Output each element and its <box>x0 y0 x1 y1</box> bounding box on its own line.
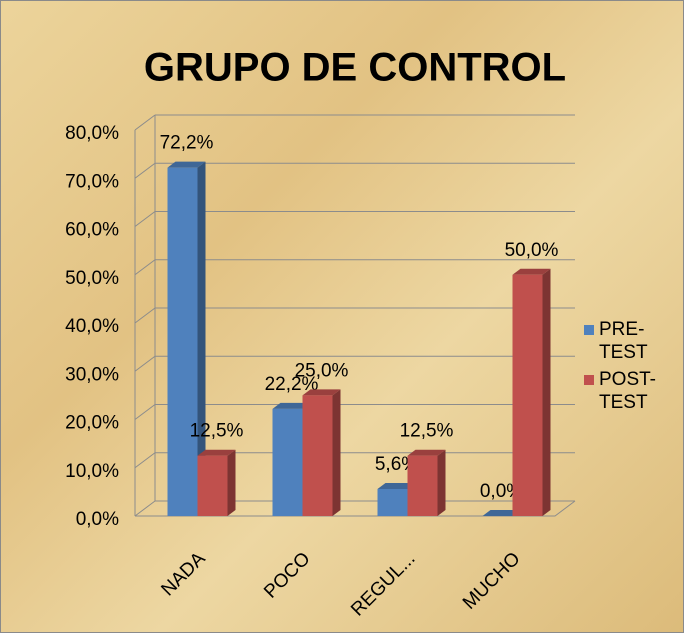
data-label: 22,2% <box>265 374 319 395</box>
bar <box>272 408 303 516</box>
bar <box>167 167 198 516</box>
y-tick-label: 60,0% <box>65 220 119 241</box>
data-label: 25,0% <box>295 360 349 381</box>
bar <box>512 274 543 516</box>
bar <box>197 455 228 516</box>
y-tick-label: 50,0% <box>65 268 119 289</box>
data-label: 12,5% <box>190 421 244 442</box>
bar-side <box>197 161 206 516</box>
bar-top <box>407 449 446 456</box>
y-tick-label: 20,0% <box>65 413 119 434</box>
bar-top <box>302 389 341 396</box>
data-label: 12,5% <box>400 421 454 442</box>
legend-item: POST-TEST <box>584 368 671 414</box>
data-label: 50,0% <box>505 240 559 261</box>
y-tick-label: 0,0% <box>76 509 119 530</box>
x-tick-label: NADA <box>157 548 209 600</box>
bar-side <box>332 389 341 516</box>
bar-top <box>167 161 206 168</box>
bar-top <box>197 449 236 456</box>
grid-side <box>134 162 156 179</box>
legend-swatch <box>584 325 594 335</box>
legend: PRE-TEST POST-TEST <box>584 318 671 418</box>
legend-swatch <box>584 375 594 385</box>
bar <box>377 488 408 516</box>
grid-side <box>134 404 156 420</box>
y-tick-label: 10,0% <box>65 461 119 482</box>
x-tick-label: REGUL... <box>347 548 419 620</box>
y-tick-label: 40,0% <box>65 316 119 337</box>
y-tick-label: 80,0% <box>65 123 119 144</box>
data-label: 0,0% <box>480 481 523 502</box>
bar <box>302 395 333 516</box>
bar-top <box>482 510 521 516</box>
grid-side <box>134 211 156 227</box>
data-label: 72,2% <box>160 133 214 154</box>
data-label: 5,6% <box>375 454 418 475</box>
grid-side <box>134 355 156 372</box>
legend-label: POST-TEST <box>599 369 657 413</box>
bar-top <box>512 268 551 275</box>
bar-top <box>377 482 416 489</box>
grid-side <box>134 452 156 469</box>
legend-item: PRE-TEST <box>584 318 671 364</box>
y-tick-label: 30,0% <box>65 364 119 385</box>
bar-top <box>272 402 311 409</box>
grid-side <box>134 114 156 131</box>
chart-title: GRUPO DE CONTROL <box>144 46 566 90</box>
bar-side <box>542 268 551 516</box>
y-tick-label: 70,0% <box>65 171 119 192</box>
bar-side <box>437 449 446 516</box>
bar-side <box>227 449 236 516</box>
grid-side <box>134 500 156 517</box>
x-tick-label: MUCHO <box>459 548 525 614</box>
bar <box>407 455 438 516</box>
grid-side <box>134 307 156 324</box>
legend-label: PRE-TEST <box>599 319 648 363</box>
grid-side <box>134 259 156 276</box>
x-tick-label: POCO <box>260 548 314 602</box>
